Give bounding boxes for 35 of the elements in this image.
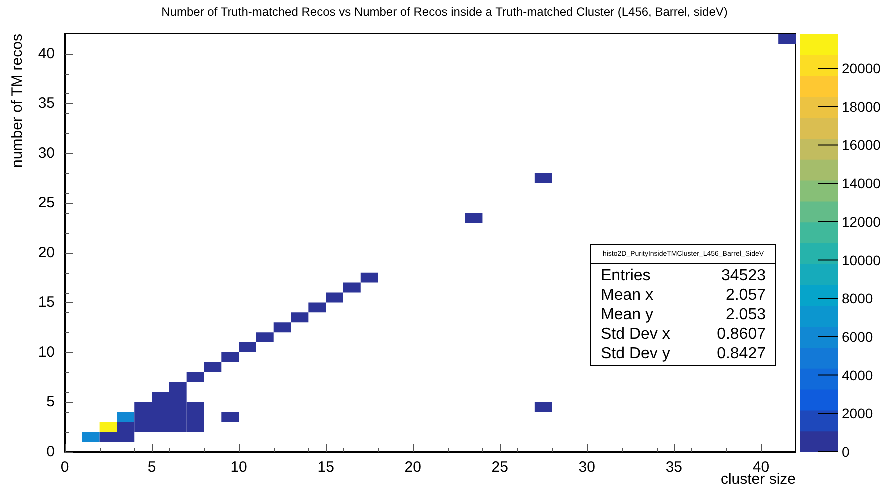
y-tick-label: 5 xyxy=(46,394,55,411)
y-tick-label: 20 xyxy=(38,244,55,262)
x-tick-label: 35 xyxy=(666,459,683,476)
color-bar-label: 6000 xyxy=(842,328,874,345)
color-bar-label: 2000 xyxy=(842,406,874,422)
color-bar-label: 12000 xyxy=(842,214,882,230)
y-tick-label: 15 xyxy=(38,294,55,312)
x-tick-label: 5 xyxy=(148,459,156,476)
x-tick-label: 30 xyxy=(578,459,596,476)
text: Mean x 2.057 xyxy=(601,286,766,304)
color-bar-label: 8000 xyxy=(842,290,874,307)
text: Mean y 2.053 xyxy=(601,306,766,324)
y-tick-label: 35 xyxy=(38,95,55,112)
color-bar-label: 10000 xyxy=(842,252,882,268)
color-bar-label: 14000 xyxy=(842,176,882,192)
chart-title: Number of Truth-matched Recos vs Number of Recos inside a Truth-matched Cluster (L456, Barrel, sideV) xyxy=(162,5,728,19)
color-bar-label: 18000 xyxy=(842,98,882,115)
y-tick-label: 0 xyxy=(46,444,55,460)
x-tick-label: 10 xyxy=(230,459,248,476)
y-axis-title: number of TM recos xyxy=(9,34,26,168)
color-bar-label: 20000 xyxy=(842,60,882,77)
x-tick-label: 20 xyxy=(404,459,422,476)
y-tick-label: 25 xyxy=(38,194,55,212)
color-bar-label: 0 xyxy=(842,444,850,460)
color-bar-label: 16000 xyxy=(842,137,882,154)
y-tick-label: 10 xyxy=(38,344,55,361)
y-tick-label: 40 xyxy=(38,45,55,62)
x-tick-label: 0 xyxy=(60,459,70,476)
color-bar-label: 4000 xyxy=(842,367,874,384)
text: Std Dev x 0.8607 xyxy=(601,326,766,343)
text: Entries 34523 xyxy=(601,267,766,284)
y-tick-label: 30 xyxy=(38,144,55,162)
x-tick-label: 15 xyxy=(318,459,334,476)
x-tick-label: 25 xyxy=(492,459,508,476)
text: Std Dev y 0.8427 xyxy=(601,345,766,362)
